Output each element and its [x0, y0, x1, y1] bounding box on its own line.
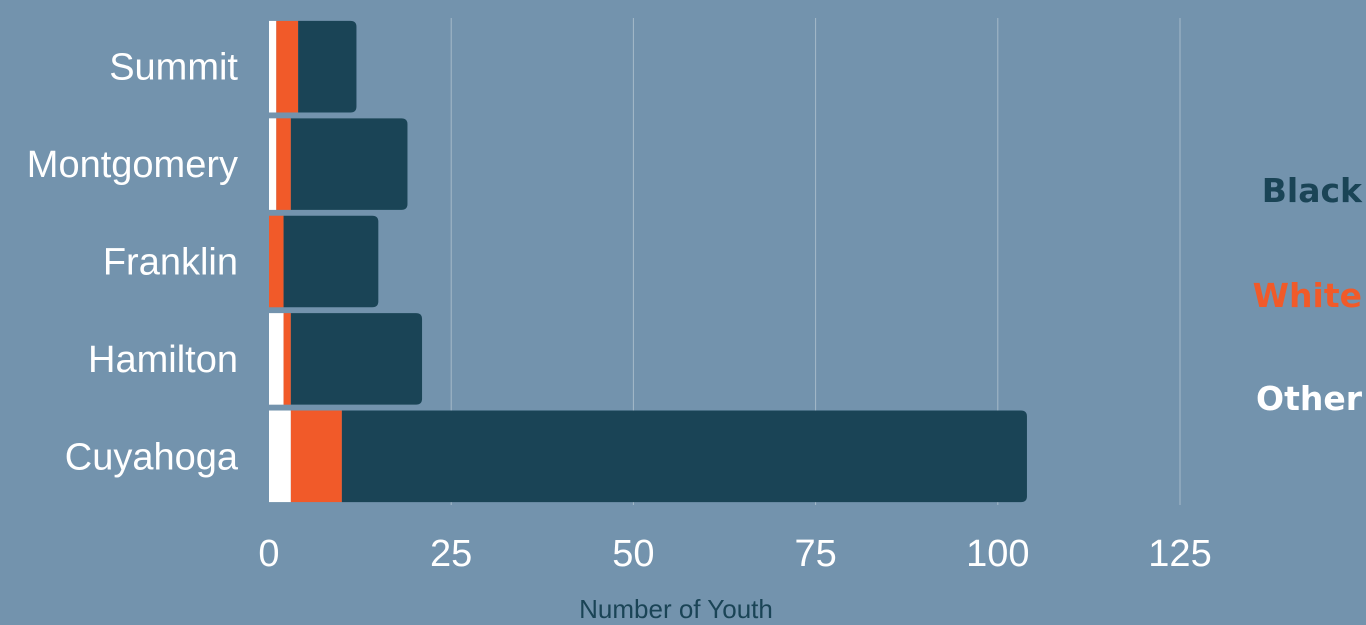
x-axis-title: Number of Youth	[579, 594, 773, 624]
x-tick-label-25: 25	[430, 533, 472, 575]
category-label-montgomery: Montgomery	[27, 144, 238, 186]
legend-label-white: White	[1253, 276, 1362, 315]
bar-hamilton-other	[269, 313, 284, 405]
bar-cuyahoga-other	[269, 410, 291, 503]
category-label-franklin: Franklin	[103, 242, 238, 284]
legend-label-other: Other	[1256, 379, 1363, 418]
category-label-summit: Summit	[109, 47, 238, 89]
bar-montgomery-black	[290, 118, 408, 210]
bar-franklin-white	[269, 215, 284, 308]
bar-group-franklin	[269, 215, 379, 308]
legend: Black White Other	[1253, 171, 1363, 418]
bar-montgomery-white	[276, 118, 291, 210]
bar-cuyahoga-white	[290, 410, 342, 503]
x-tick-label-50: 50	[612, 533, 654, 575]
bar-summit-white	[276, 20, 299, 113]
bar-franklin-black	[283, 215, 379, 308]
bar-group-hamilton	[269, 313, 423, 405]
bar-summit-black	[298, 20, 357, 113]
bar-montgomery-other	[269, 118, 277, 210]
x-tick-labels: 0 25 50 75 100 125	[258, 533, 1211, 575]
bar-summit-other	[269, 20, 277, 113]
bar-group-cuyahoga	[269, 410, 1027, 503]
bar-group-montgomery	[269, 118, 408, 210]
category-labels: Summit Montgomery Franklin Hamilton Cuyahoga	[27, 47, 239, 479]
category-label-cuyahoga: Cuyahoga	[65, 436, 239, 478]
category-label-hamilton: Hamilton	[88, 339, 238, 381]
x-tick-label-0: 0	[258, 533, 279, 575]
x-tick-label-125: 125	[1148, 533, 1211, 575]
bar-cuyahoga-black	[341, 410, 1027, 503]
legend-label-black: Black	[1262, 171, 1363, 210]
bar-group-summit	[269, 20, 357, 113]
bar-hamilton-black	[290, 313, 423, 405]
x-tick-label-100: 100	[966, 533, 1029, 575]
x-tick-label-75: 75	[794, 533, 836, 575]
bars	[269, 20, 1027, 503]
bar-hamilton-white	[283, 313, 291, 405]
